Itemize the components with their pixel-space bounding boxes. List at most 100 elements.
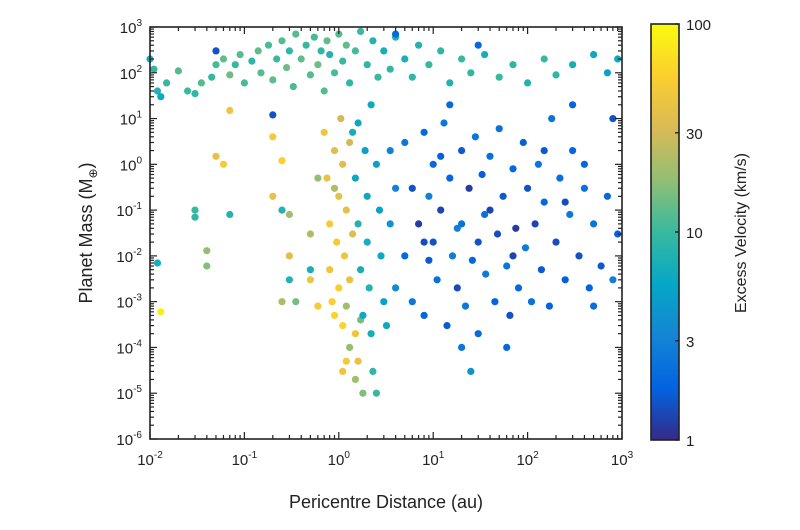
data-point [306, 71, 314, 79]
data-point [302, 41, 310, 49]
data-point [425, 192, 433, 200]
colorbar-tick-label: 10 [686, 225, 703, 242]
y-tick-label: 101 [120, 110, 143, 129]
data-point [458, 343, 466, 351]
data-point [219, 55, 228, 63]
data-point [531, 220, 539, 228]
data-point [540, 198, 548, 206]
data-point [425, 256, 433, 264]
data-point [203, 247, 211, 255]
data-point [486, 206, 494, 214]
data-point [458, 55, 466, 63]
data-point [443, 322, 451, 330]
data-point [278, 298, 286, 306]
data-point [499, 192, 507, 200]
colorbar-tick-label: 100 [686, 17, 711, 34]
data-point [566, 210, 574, 219]
data-point [197, 79, 205, 87]
data-point [208, 73, 216, 81]
data-point [420, 311, 428, 319]
data-point [269, 111, 277, 119]
data-point [363, 192, 371, 200]
data-point [429, 160, 437, 168]
data-point [289, 83, 297, 91]
data-point [590, 302, 598, 310]
data-point [163, 79, 171, 87]
data-point [392, 284, 400, 292]
data-point [363, 61, 371, 69]
data-point [157, 93, 165, 101]
y-axis-label-close: ) [76, 162, 96, 168]
y-tick-label: 10-6 [116, 430, 142, 449]
data-point [548, 115, 556, 123]
data-point [519, 138, 527, 147]
data-point [437, 152, 445, 160]
data-point [212, 47, 220, 55]
colorbar-tick-label: 30 [686, 126, 703, 143]
data-point [448, 252, 457, 260]
data-point [285, 210, 293, 219]
data-point [330, 69, 339, 77]
data-point [401, 252, 409, 260]
data-point [380, 47, 388, 55]
data-point [346, 343, 354, 351]
y-axis-label-sub: ⊕ [86, 168, 100, 178]
data-point [219, 160, 228, 168]
data-point [339, 367, 347, 375]
data-point [482, 270, 490, 278]
data-point [603, 69, 612, 77]
data-point [561, 198, 569, 206]
y-axis-label-main: Planet Mass (M [76, 179, 96, 304]
data-point [342, 302, 350, 310]
data-point [467, 367, 475, 375]
data-point [226, 106, 234, 115]
y-tick-label: 10-3 [116, 293, 142, 312]
plot-frame [149, 26, 623, 440]
data-point [342, 41, 350, 49]
data-point [346, 138, 354, 147]
data-point [512, 224, 520, 232]
data-point [374, 73, 382, 81]
data-point [354, 357, 362, 365]
data-point [264, 41, 273, 49]
data-point [314, 174, 322, 182]
data-point [323, 37, 331, 45]
data-point [540, 55, 548, 63]
data-point [446, 79, 454, 87]
data-point [297, 55, 305, 63]
data-point [351, 375, 359, 383]
data-point [310, 33, 318, 41]
data-point [184, 87, 192, 95]
data-point [326, 51, 334, 59]
colorbar-tick-label: 1 [686, 433, 694, 450]
data-point [386, 147, 394, 155]
data-point [509, 252, 517, 260]
data-point [491, 298, 499, 306]
y-axis-label: Planet Mass (M⊕) [76, 162, 100, 303]
data-point [506, 311, 514, 319]
data-point [580, 160, 589, 168]
data-point [333, 238, 341, 246]
data-point [377, 252, 385, 260]
data-point [278, 37, 286, 45]
data-point [367, 330, 375, 338]
data-point [474, 41, 482, 49]
data-point [545, 302, 554, 310]
data-point [495, 125, 503, 133]
colorbar-gradient [650, 23, 680, 441]
data-point [278, 206, 286, 214]
y-tick-label: 102 [120, 64, 143, 83]
data-point [363, 238, 371, 246]
data-point [314, 61, 322, 69]
data-point [585, 284, 593, 292]
data-point [328, 298, 336, 306]
data-point [372, 160, 380, 168]
data-point [514, 284, 523, 292]
y-tick-label: 10-4 [116, 338, 142, 357]
data-point [285, 276, 293, 284]
data-point [153, 87, 162, 95]
data-point [323, 174, 331, 182]
data-point [540, 147, 548, 155]
data-point [521, 244, 530, 252]
data-point [335, 30, 343, 38]
